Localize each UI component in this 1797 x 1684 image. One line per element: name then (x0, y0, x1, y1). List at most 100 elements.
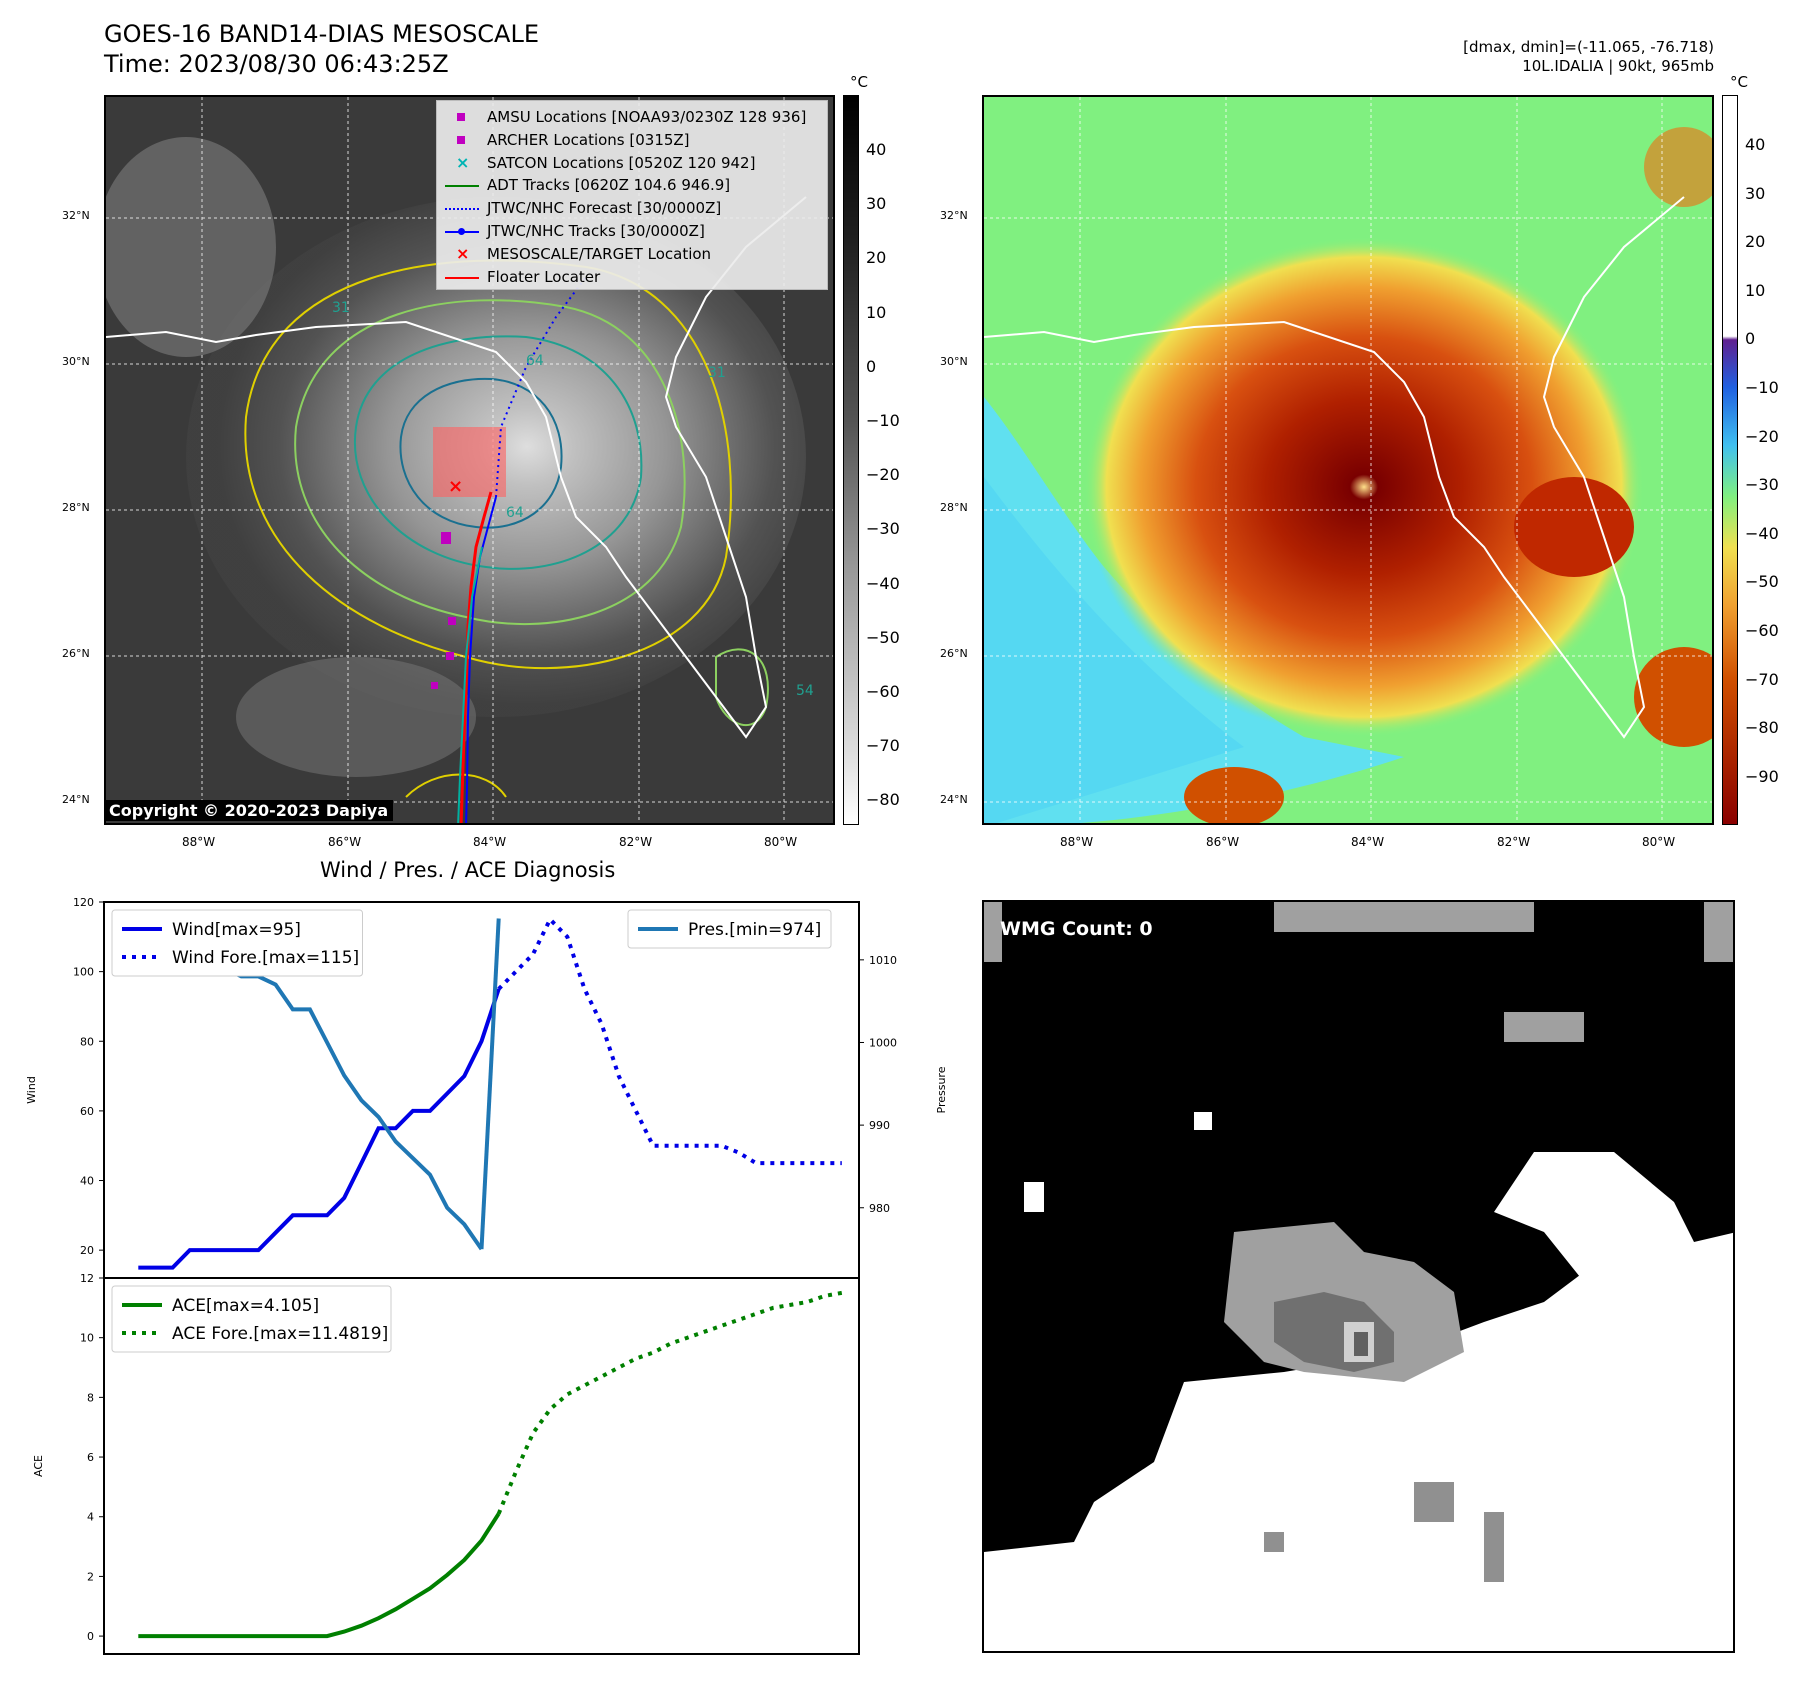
colorbar-tick: −80 (1745, 718, 1779, 738)
svg-text:31: 31 (332, 300, 350, 316)
series-line-1-0 (138, 1512, 501, 1639)
lon-label: 86°W (1206, 835, 1240, 849)
ace-y-tick-label: 10 (80, 1332, 94, 1345)
wind-ylabel: Wind (25, 1076, 38, 1104)
lat-label: 30°N (940, 355, 968, 368)
series-line-1-1 (496, 1290, 843, 1515)
legend-symbol: × (456, 243, 470, 263)
colorbar-tick: −80 (866, 790, 900, 810)
colorbar-tick: −40 (1745, 523, 1779, 543)
bd-colorbar (1722, 95, 1738, 825)
colorbar-tick: −10 (866, 411, 900, 430)
nhc-track (465, 496, 497, 823)
lon-label: 84°W (1351, 835, 1385, 849)
storm-text: 10L.IDALIA | 90kt, 965mb (1522, 57, 1714, 75)
nhc-forecast (495, 276, 587, 498)
ace-y-tick-label: 2 (87, 1570, 94, 1583)
colorbar-tick: −70 (1745, 669, 1779, 689)
lon-label: 88°W (182, 835, 216, 849)
lon-label: 82°W (1497, 835, 1531, 849)
storm-info: [dmax, dmin]=(-11.065, -76.718) 10L.IDAL… (1463, 38, 1714, 76)
ace-ylabel: ACE (32, 1455, 45, 1477)
colorbar-tick: 10 (1745, 280, 1766, 300)
lat-label: 24°N (62, 793, 90, 806)
y2-tick-label: 980 (869, 1202, 890, 1215)
colorbar-tick: 0 (1745, 329, 1756, 349)
floater-box (433, 427, 506, 497)
legend-label: ARCHER Locations [0315Z] (487, 130, 690, 149)
bd-image (984, 97, 1712, 823)
satcon-track (457, 546, 483, 823)
y2-tick-label: 1010 (869, 954, 897, 967)
legend-symbol (445, 129, 479, 152)
legend-label: ADT Tracks [0620Z 104.6 946.9] (487, 176, 731, 195)
lon-label: 80°W (1642, 835, 1676, 849)
wmg-image (984, 902, 1733, 1651)
lat-label: 24°N (940, 793, 968, 806)
legend-symbol (445, 106, 479, 129)
target-marker: × (448, 476, 463, 497)
diagnosis-title: Wind / Pres. / ACE Diagnosis (320, 858, 616, 882)
ace-y-tick-label: 0 (87, 1630, 94, 1643)
lon-label: 84°W (473, 835, 507, 849)
ace-y-tick-label: 12 (80, 1272, 94, 1285)
lon-label: 88°W (1060, 835, 1094, 849)
legend-symbol: × (456, 152, 470, 172)
y-tick-label: 100 (73, 966, 94, 979)
colorbar-tick: 40 (1745, 135, 1766, 154)
colorbar-tick: −50 (1745, 572, 1779, 592)
chart-legend (627, 909, 832, 949)
colorbar-tick: −10 (1745, 378, 1779, 397)
ace-y-tick-label: 4 (87, 1511, 94, 1524)
lat-label: 26°N (940, 647, 968, 660)
ir-colorbar-unit: °C (850, 73, 868, 91)
contour-labels: 31 31 64 64 54 (332, 300, 814, 699)
legend-text: Pres.[min=974] (688, 920, 821, 940)
colorbar-tick: 30 (1745, 183, 1766, 203)
svg-text:64: 64 (506, 505, 524, 521)
svg-text:54: 54 (796, 683, 814, 699)
y-tick-label: 80 (80, 1035, 94, 1048)
legend-text: ACE Fore.[max=11.4819] (172, 1324, 388, 1344)
series-line-0-1 (497, 915, 842, 1166)
chart-legend (111, 909, 363, 977)
bd-enhanced-panel (982, 95, 1714, 825)
colorbar-tick: −60 (1745, 621, 1779, 640)
legend-symbol (445, 220, 479, 243)
chart-title: GOES-16 BAND14-DIAS MESOSCALE (104, 20, 540, 48)
lat-label: 30°N (62, 355, 90, 368)
lat-label: 28°N (62, 501, 90, 514)
lon-label: 86°W (328, 835, 362, 849)
ir-legend: AMSU Locations [NOAA93/0230Z 128 936] ARC… (436, 100, 828, 290)
lat-label: 28°N (940, 501, 968, 514)
stats-text: [dmax, dmin]=(-11.065, -76.718) (1463, 38, 1714, 56)
y-tick-label: 120 (73, 896, 94, 909)
ace-plot: 0 2 4 6 8 10 12 ACE ACE[max=4.105] ACE Fore.[max=… (32, 1272, 860, 1655)
colorbar-tick: 40 (866, 140, 887, 159)
legend-label: JTWC/NHC Tracks [30/0000Z] (487, 222, 705, 240)
lat-label: 32°N (940, 209, 968, 222)
y-tick-label: 60 (80, 1105, 94, 1118)
y2-tick-label: 1000 (869, 1036, 897, 1049)
ace-y-tick-label: 8 (87, 1391, 94, 1404)
legend-symbol (445, 266, 479, 289)
y-tick-label: 20 (80, 1244, 94, 1257)
series-line-0-0 (138, 988, 501, 1270)
colorbar-tick: −70 (866, 736, 900, 756)
svg-text:64: 64 (526, 353, 544, 369)
colorbar-tick: −60 (866, 682, 900, 701)
wmg-count-label: WMG Count: 0 (1000, 918, 1153, 940)
y2-tick-label: 990 (869, 1119, 890, 1132)
legend-symbol (445, 197, 479, 220)
legend-text: Wind[max=95] (172, 920, 301, 940)
lon-label: 82°W (619, 835, 653, 849)
wind-pressure-plot: 20 40 60 80 100 120 980 990 1000 1010 Wind Pressure… (25, 896, 948, 1279)
chart-time: Time: 2023/08/30 06:43:25Z (104, 50, 449, 78)
colorbar-tick: 20 (866, 248, 887, 268)
legend-text: Wind Fore.[max=115] (172, 948, 359, 968)
lat-label: 26°N (62, 647, 90, 660)
ir-colorbar (843, 95, 859, 825)
ace-y-tick-label: 6 (87, 1451, 94, 1464)
series-line-0-3 (479, 918, 501, 1250)
